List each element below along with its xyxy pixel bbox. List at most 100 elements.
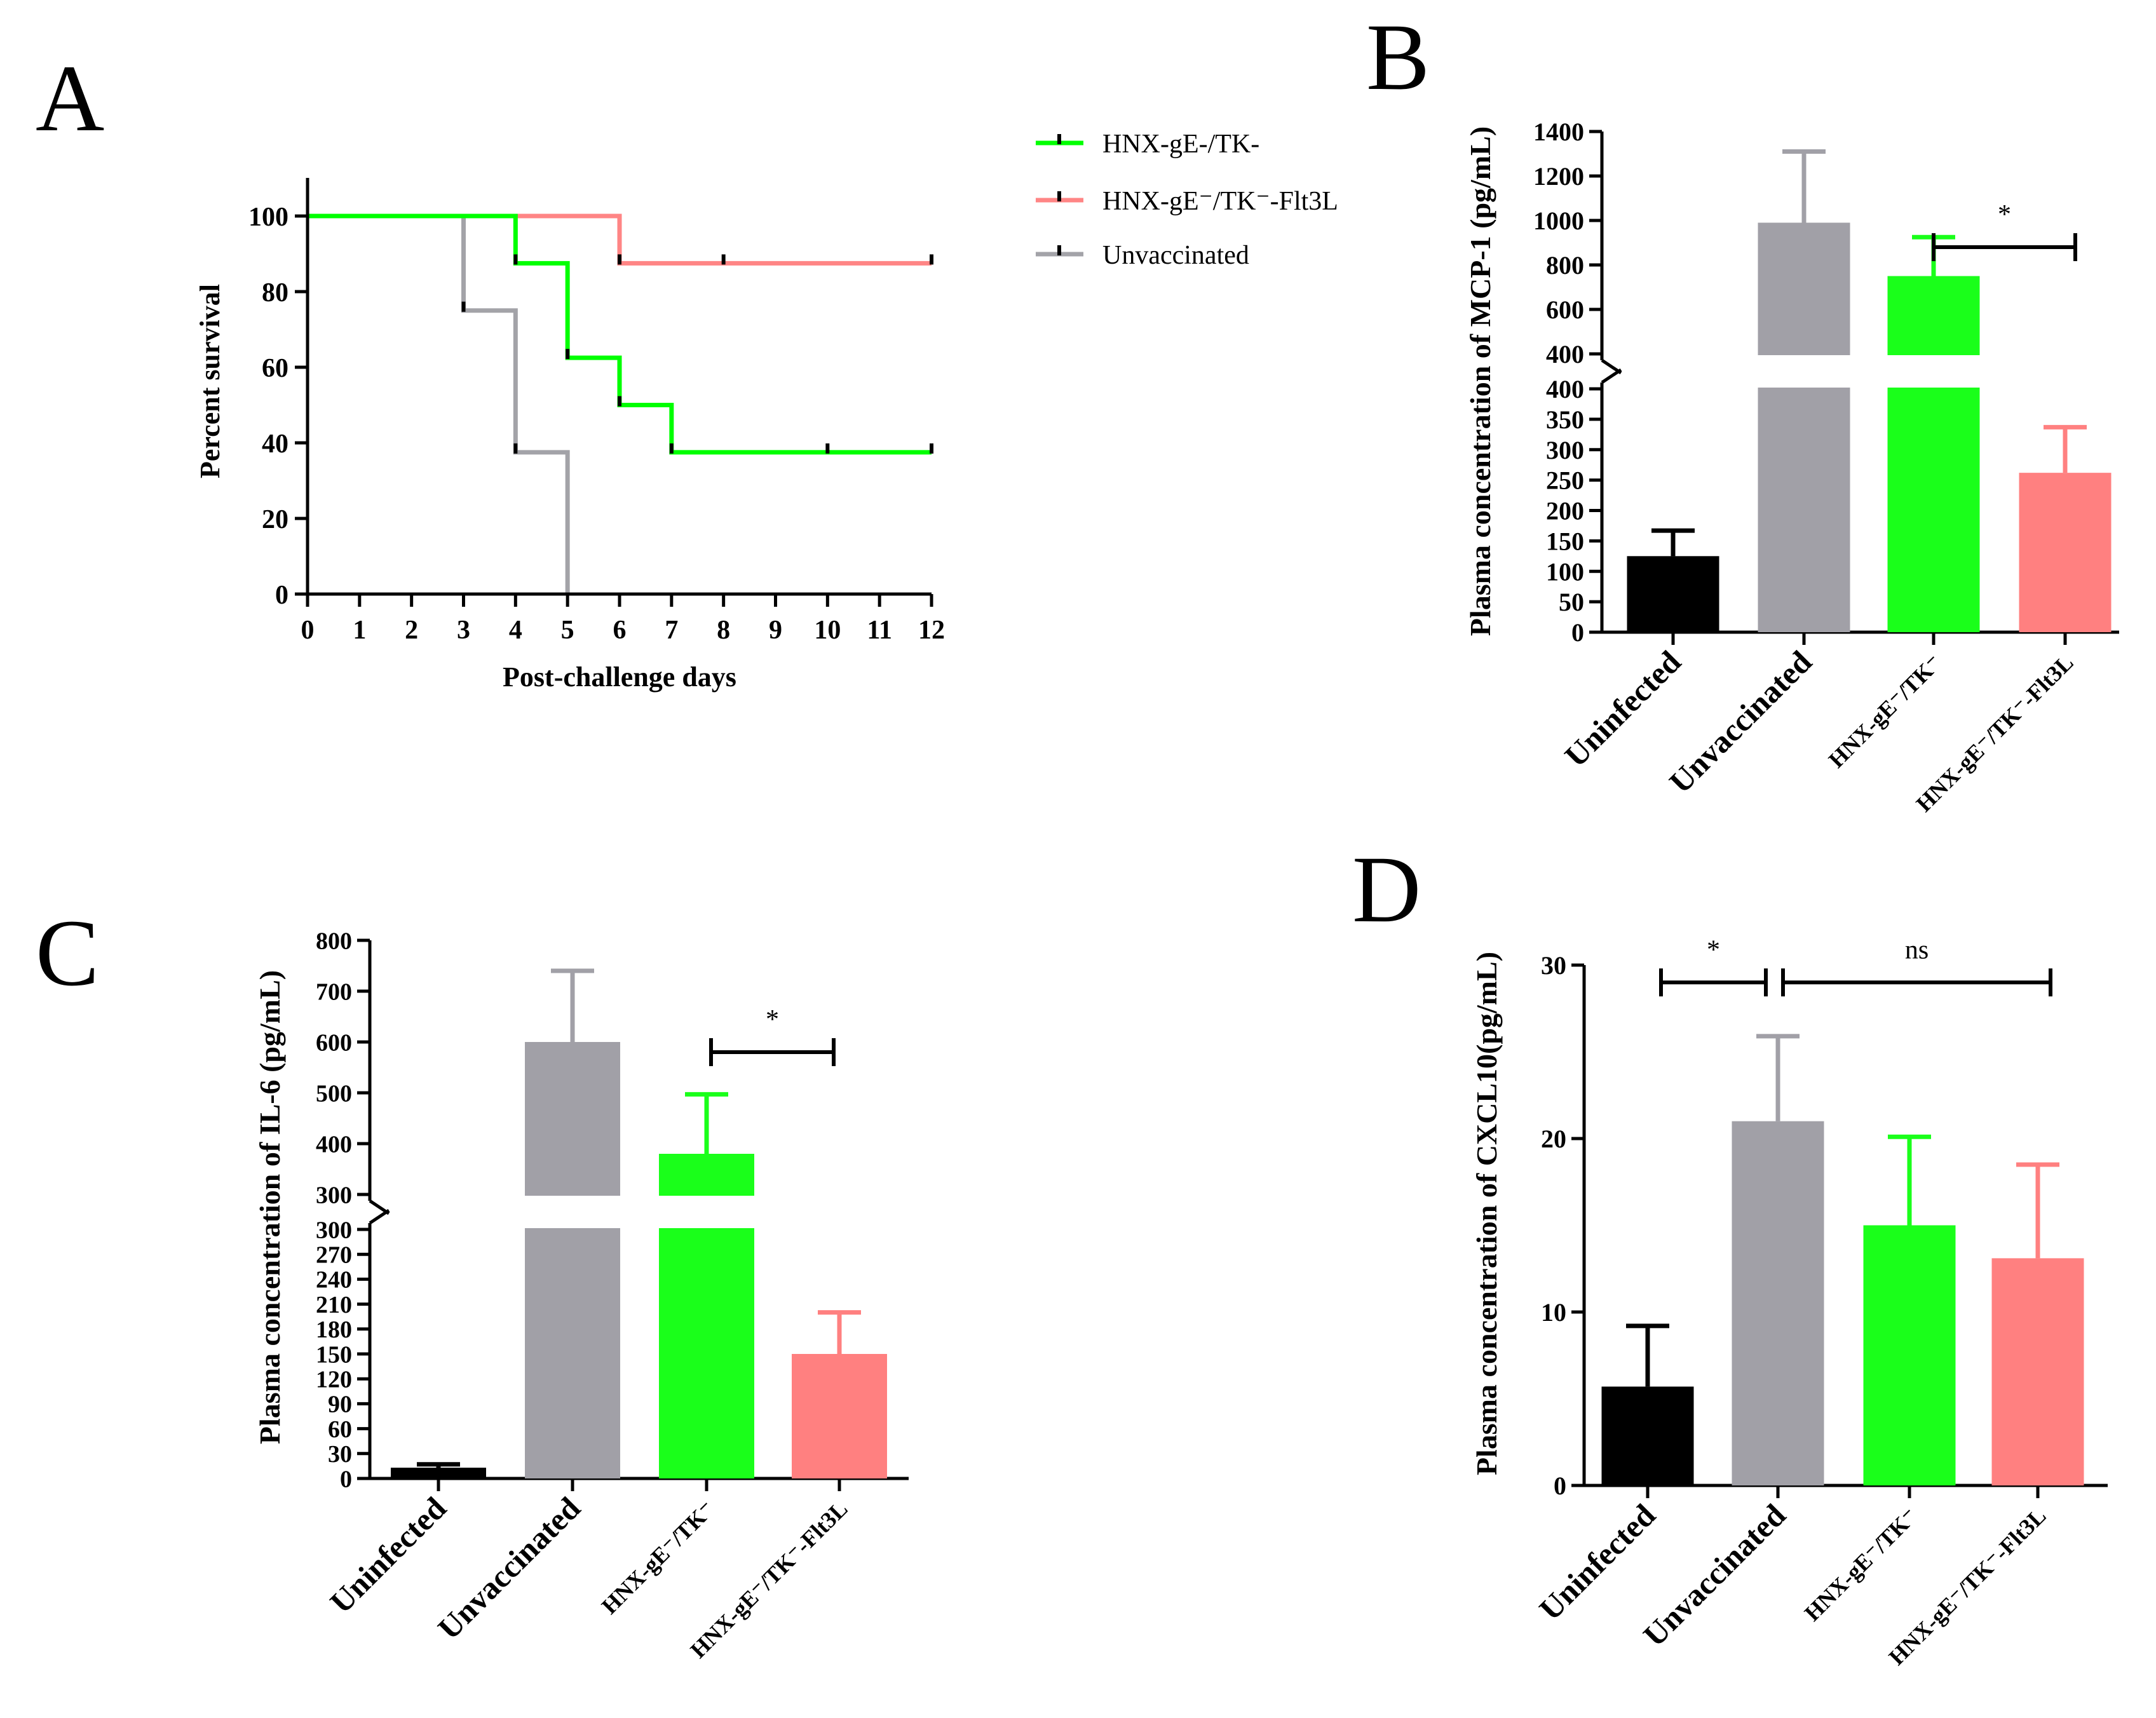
- c-y-tick-label: 150: [316, 1341, 352, 1368]
- b-y-tick-label: 600: [1546, 295, 1584, 324]
- b-bar-1: [1758, 222, 1850, 632]
- d-sig-label: ns: [1905, 935, 1929, 964]
- a-x-tick-label: 0: [301, 616, 315, 645]
- d-y-tick-label: 20: [1541, 1125, 1566, 1153]
- a-x-tick-label: 4: [509, 616, 522, 645]
- c-y-tick-label: 800: [316, 928, 352, 954]
- c-bar-1: [525, 1042, 620, 1478]
- b-axis-break: [1601, 358, 1622, 375]
- legend: HNX-gE-/TK- HNX-gE⁻/TK⁻-Flt3L Unvaccinated: [1036, 130, 1338, 270]
- b-y-tick-label: 1200: [1533, 162, 1584, 191]
- a-x-tick-label: 6: [613, 616, 627, 645]
- b-y-tick-label: 400: [1546, 340, 1584, 369]
- c-bar-3: [792, 1354, 887, 1478]
- d-bar-3: [1991, 1258, 2084, 1485]
- b-y-tick-label: 100: [1546, 557, 1584, 586]
- survival-line-2: [308, 213, 570, 594]
- d-sig-label: *: [1707, 935, 1720, 964]
- b-sig-label: *: [1998, 200, 2011, 229]
- a-y-tick-label: 20: [262, 505, 288, 534]
- c-y-tick-label: 700: [316, 978, 352, 1005]
- b-category-label: HNX-gE⁻/TK⁻: [1824, 649, 1947, 773]
- a-x-tick-label: 5: [561, 616, 574, 645]
- c-y-tick-label: 500: [316, 1080, 352, 1107]
- d-bar-2: [1863, 1225, 1956, 1485]
- b-bar-3: [2019, 473, 2112, 632]
- a-y-axis-label: Percent survival: [194, 284, 226, 478]
- a-x-tick-label: 10: [814, 616, 841, 645]
- d-bar-1: [1732, 1121, 1824, 1485]
- survival-line-0: [308, 213, 932, 455]
- a-y-tick-label: 0: [275, 581, 288, 610]
- a-x-tick-label: 7: [665, 616, 678, 645]
- b-bar-gap: [1886, 355, 1981, 388]
- c-y-tick-label: 180: [316, 1316, 352, 1343]
- c-y-tick-label: 30: [328, 1441, 352, 1468]
- b-y-tick-label: 800: [1546, 251, 1584, 280]
- d-y-tick-label: 30: [1541, 951, 1566, 980]
- d-category-label: Uninfected: [1532, 1497, 1662, 1627]
- d-bar-0: [1601, 1386, 1694, 1485]
- b-y-tick-label: 200: [1546, 497, 1584, 525]
- a-y-tick-label: 40: [262, 430, 288, 459]
- c-y-tick-label: 300: [316, 1217, 352, 1243]
- c-sig-label: *: [766, 1005, 779, 1034]
- c-y-tick-label: 400: [316, 1131, 352, 1158]
- b-y-tick-label: 300: [1546, 436, 1584, 464]
- b-bar-2: [1887, 276, 1980, 632]
- d-y-axis-label: Plasma concentration of CXCL10(pg/mL): [1470, 952, 1503, 1475]
- a-x-tick-label: 3: [457, 616, 470, 645]
- a-x-tick-label: 8: [717, 616, 730, 645]
- a-x-tick-label: 11: [867, 616, 892, 645]
- b-y-axis-label: Plasma concentration of MCP-1 (pg/mL): [1464, 126, 1496, 636]
- b-y-tick-label: 350: [1546, 405, 1584, 434]
- d-y-tick-label: 10: [1541, 1298, 1566, 1327]
- b-bar-0: [1627, 556, 1719, 632]
- a-x-tick-label: 9: [769, 616, 782, 645]
- b-y-tick-label: 250: [1546, 466, 1584, 495]
- b-y-tick-label: 0: [1571, 618, 1584, 647]
- b-y-tick-label: 400: [1546, 375, 1584, 403]
- legend-label: HNX-gE⁻/TK⁻-Flt3L: [1102, 187, 1338, 216]
- a-y-tick-label: 100: [248, 203, 288, 232]
- legend-label: Unvaccinated: [1102, 241, 1249, 270]
- il6-chart: 0306090120150180210240270300300400500600…: [254, 928, 909, 1663]
- a-y-tick-label: 80: [262, 278, 288, 308]
- c-y-tick-label: 120: [316, 1367, 352, 1393]
- b-y-tick-label: 50: [1559, 588, 1584, 616]
- legend-label: HNX-gE-/TK-: [1102, 130, 1259, 159]
- c-bar-gap: [658, 1196, 756, 1228]
- c-y-tick-label: 240: [316, 1267, 352, 1294]
- a-x-tick-label: 1: [353, 616, 366, 645]
- a-y-tick-label: 60: [262, 354, 288, 383]
- a-x-axis-label: Post-challenge days: [503, 661, 736, 693]
- c-y-tick-label: 300: [316, 1182, 352, 1208]
- panel-letter-d: D: [1352, 837, 1421, 942]
- c-y-tick-label: 60: [328, 1416, 352, 1443]
- c-y-tick-label: 210: [316, 1292, 352, 1318]
- b-y-tick-label: 1400: [1533, 118, 1584, 146]
- a-x-tick-label: 12: [918, 616, 945, 645]
- mcp1-chart: 0501001502002503003504004006008001000120…: [1464, 118, 2119, 816]
- panel-letter-c: C: [36, 900, 99, 1006]
- d-y-tick-label: 0: [1554, 1471, 1566, 1500]
- c-y-tick-label: 90: [328, 1391, 352, 1418]
- c-y-tick-label: 600: [316, 1029, 352, 1056]
- b-y-tick-label: 150: [1546, 527, 1584, 555]
- c-bar-gap: [524, 1196, 621, 1228]
- b-y-tick-label: 1000: [1533, 206, 1584, 235]
- d-category-label: HNX-gE⁻/TK⁻: [1800, 1503, 1923, 1626]
- c-category-label: Uninfected: [323, 1490, 453, 1620]
- b-category-label: Uninfected: [1557, 644, 1688, 774]
- c-axis-break: [369, 1199, 390, 1215]
- c-y-tick-label: 270: [316, 1242, 352, 1269]
- c-category-label: HNX-gE⁻/TK⁻: [597, 1496, 720, 1619]
- b-bar-gap: [1756, 355, 1852, 388]
- panel-letter-b: B: [1366, 4, 1430, 110]
- panel-letter-a: A: [36, 46, 104, 151]
- c-bar-0: [391, 1468, 486, 1478]
- c-y-tick-label: 0: [340, 1466, 352, 1492]
- a-x-tick-label: 2: [405, 616, 418, 645]
